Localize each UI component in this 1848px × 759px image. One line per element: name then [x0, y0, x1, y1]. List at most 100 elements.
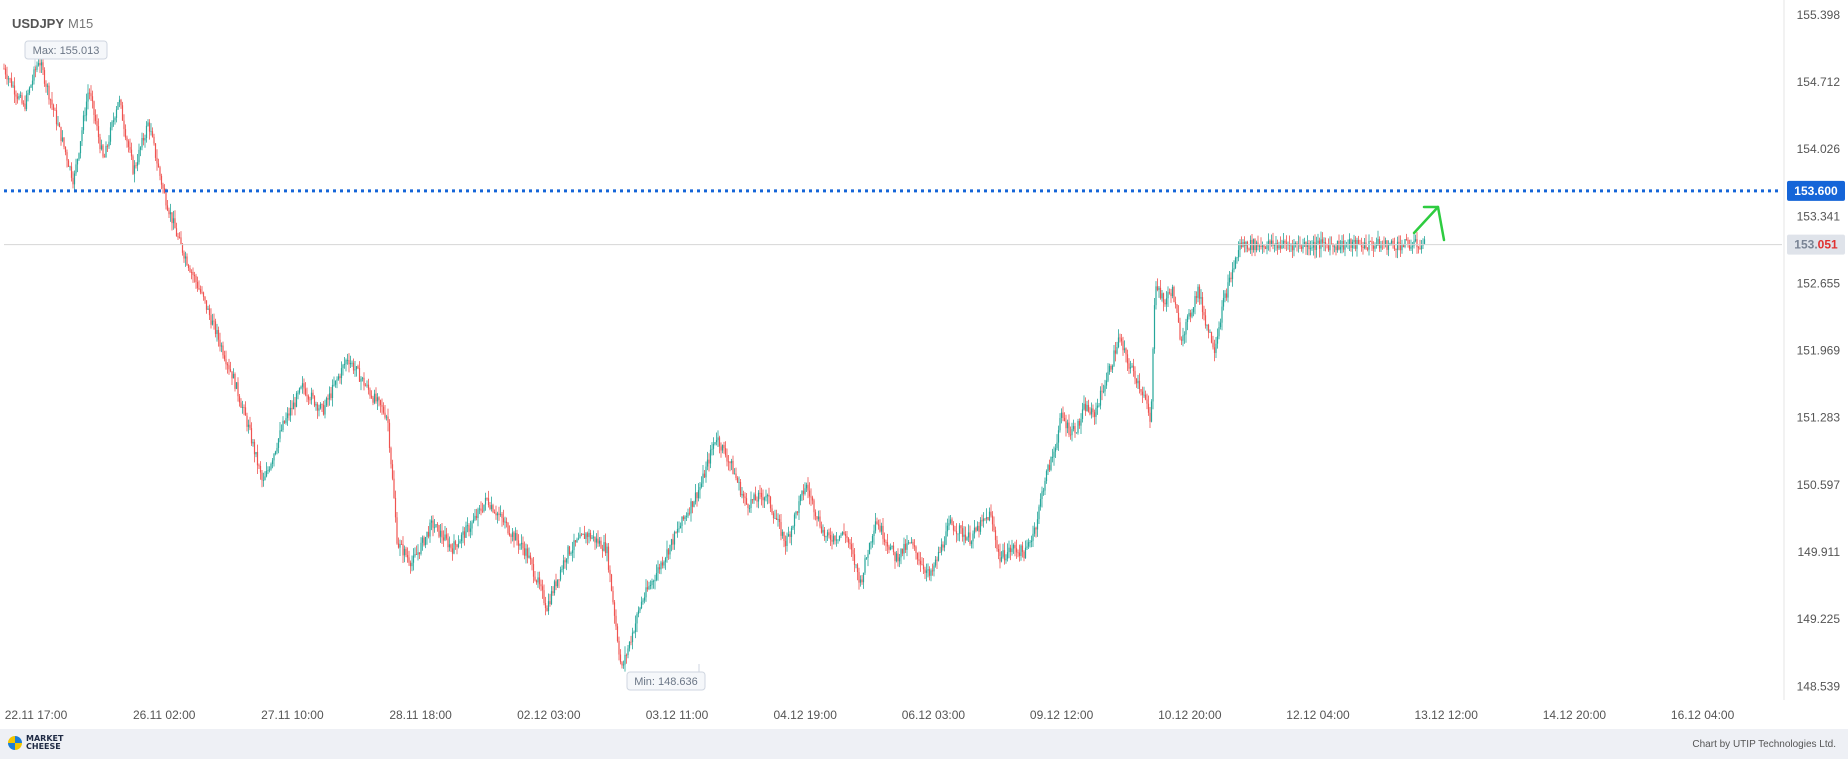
- candle-body: [427, 531, 430, 537]
- candle-body: [1110, 365, 1112, 370]
- candle-body: [192, 272, 194, 276]
- candle-body: [550, 591, 553, 604]
- candle-body: [690, 501, 692, 514]
- candle-body: [711, 448, 713, 450]
- candle-body: [319, 404, 322, 409]
- candle-body: [981, 520, 983, 522]
- candle-body: [168, 210, 170, 215]
- candle-body: [235, 382, 238, 389]
- candle-body: [1207, 324, 1210, 333]
- candle-body: [178, 237, 181, 239]
- candle-body: [15, 94, 17, 97]
- candle-body: [184, 256, 187, 259]
- candle-body: [321, 404, 323, 405]
- candle-body: [144, 138, 146, 141]
- candle-body: [1072, 426, 1075, 430]
- candle-body: [834, 535, 836, 541]
- candle-body: [418, 552, 421, 554]
- candle-body: [147, 122, 149, 126]
- candle-body: [481, 510, 484, 512]
- candle-body: [499, 513, 502, 515]
- candle-body: [442, 537, 445, 541]
- candle-body: [651, 580, 653, 585]
- candle-body: [951, 519, 953, 525]
- candle-body: [381, 404, 383, 407]
- candle-body: [802, 490, 805, 494]
- candle-body: [853, 554, 856, 565]
- candle-body: [630, 641, 632, 643]
- candle-body: [1074, 426, 1076, 433]
- candle-body: [376, 397, 379, 402]
- y-tick-label: 150.597: [1797, 478, 1841, 492]
- candle-body: [1396, 241, 1399, 250]
- candle-body: [394, 497, 397, 518]
- candle-body: [187, 265, 190, 269]
- candle-body: [631, 632, 634, 643]
- candle-body: [784, 540, 787, 547]
- candle-body: [1045, 471, 1048, 482]
- target-level-value: 153.600: [1794, 184, 1838, 198]
- candle-body: [753, 494, 755, 501]
- candle-body: [22, 103, 25, 105]
- candle-body: [1059, 418, 1061, 431]
- candle-body: [498, 513, 500, 515]
- candle-body: [1080, 418, 1082, 426]
- candle-body: [333, 384, 335, 386]
- target-level-badge[interactable]: 153.600: [1787, 180, 1845, 201]
- candle-body: [88, 92, 91, 94]
- price-axis[interactable]: 155.398 154.712 154.026 153.341 152.655 151.9…: [1797, 8, 1841, 694]
- market-cheese-logo[interactable]: MARKET CHEESE: [8, 735, 63, 751]
- candle-body: [1104, 385, 1106, 392]
- candle-body: [1186, 316, 1189, 323]
- y-tick-label: 151.283: [1797, 411, 1841, 425]
- candle-body: [970, 541, 973, 545]
- candle-body: [1299, 243, 1301, 247]
- candle-body: [1173, 286, 1175, 303]
- current-price-badge[interactable]: 153.051: [1787, 234, 1845, 255]
- candle-body: [76, 159, 79, 165]
- candle-body: [70, 166, 73, 178]
- candle-body: [507, 522, 509, 534]
- candle-body: [1005, 558, 1007, 561]
- candle-body: [1033, 527, 1036, 534]
- candle-body: [331, 384, 334, 399]
- candle-body: [931, 570, 934, 572]
- candle-body: [1404, 239, 1406, 247]
- candle-body: [522, 542, 524, 549]
- candle-body: [511, 532, 514, 537]
- candle-body: [1216, 336, 1219, 344]
- candle-body: [736, 477, 739, 483]
- candle-body: [432, 520, 434, 528]
- y-tick-label: 154.026: [1797, 142, 1841, 156]
- candle-body: [577, 538, 580, 540]
- candle-body: [796, 511, 799, 513]
- candle-body: [1149, 412, 1151, 422]
- chart-credit[interactable]: Chart by UTIP Technologies Ltd.: [1692, 739, 1836, 750]
- candle-body: [1197, 286, 1199, 298]
- candle-body: [583, 533, 586, 539]
- candle-body: [1054, 448, 1057, 452]
- candle-body: [304, 388, 307, 395]
- candle-body: [565, 558, 568, 563]
- candle-body: [807, 484, 809, 491]
- candle-body: [612, 590, 614, 603]
- candle-body: [763, 497, 766, 501]
- time-axis[interactable]: 22.11 17:00 26.11 02:00 27.11 10:00 28.11 1…: [5, 708, 1735, 722]
- candle-body: [361, 377, 364, 379]
- candle-body: [234, 373, 236, 389]
- candle-body: [114, 117, 116, 121]
- candle-body: [55, 110, 58, 125]
- candle-body: [349, 363, 352, 365]
- candle-body: [613, 602, 616, 616]
- candle-body: [1224, 293, 1226, 299]
- candle-body: [67, 160, 70, 167]
- candle-body: [1399, 243, 1402, 251]
- candle-body: [1143, 394, 1145, 396]
- candle-body: [936, 559, 938, 561]
- candle-body: [679, 525, 682, 529]
- candle-body: [457, 543, 460, 547]
- candle-body: [625, 654, 628, 656]
- candle-body: [1182, 335, 1184, 341]
- candle-body: [685, 516, 688, 517]
